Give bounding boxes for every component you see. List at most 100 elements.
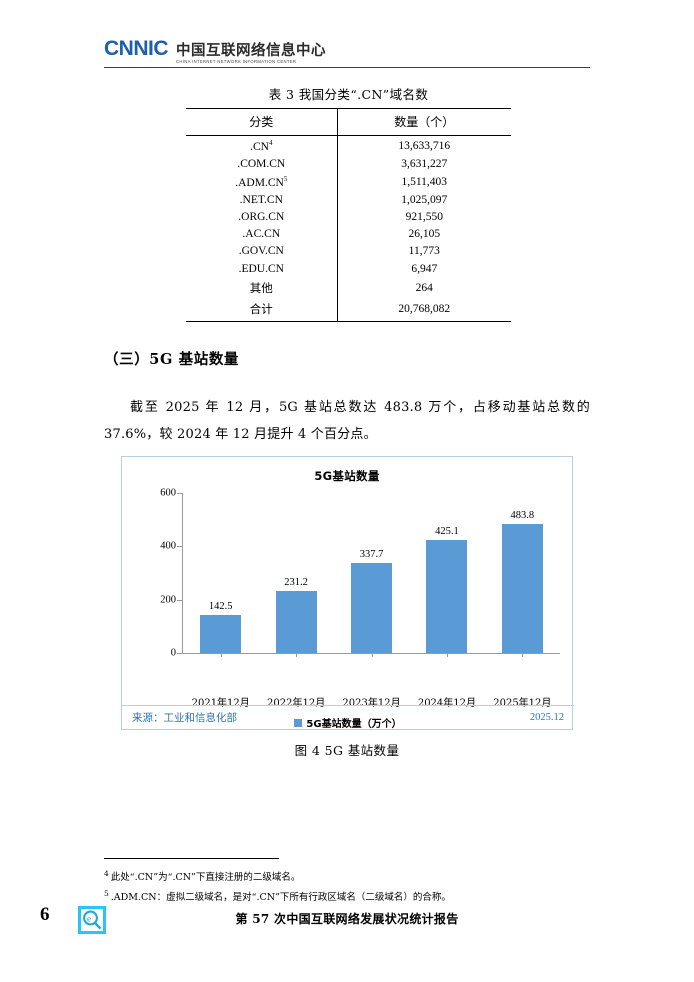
cell-category: .AC.CN [186, 225, 338, 243]
cell-count: 1,025,097 [401, 193, 448, 206]
y-axis-line [182, 493, 183, 653]
bar-item: 337.7 [334, 493, 409, 657]
x-tick-mark [296, 653, 298, 657]
cn-domain-table: 分类 数量（个） .CN4 13,633,716 .COM.CN 3,631,2… [186, 108, 511, 322]
bar-rect [426, 539, 468, 653]
cell-count: 6,947 [411, 262, 438, 275]
x-tick-label: 2024年12月 [417, 698, 477, 709]
x-axis: 2021年12月 2022年12月 2023年12月 2024年12月 2025… [183, 694, 560, 709]
footnote-marker: 4 [104, 869, 109, 878]
y-tick-label: 400 [160, 540, 176, 552]
y-tick-mark [177, 599, 182, 601]
footnote-marker: 5 [104, 889, 109, 899]
body-paragraph: 截至 2025 年 12 月，5G 基站总数达 483.8 万个，占移动基站总数… [104, 400, 590, 442]
magnifier-e-icon: e [83, 910, 102, 930]
cell-category: .COM.CN [186, 155, 338, 173]
cnnic-name-en: CHINA INTERNET NETWORK INFORMATION CENTE… [176, 58, 297, 64]
figure-caption: 图 4 5G 基站数量 [294, 743, 400, 758]
bar-item: 231.2 [258, 493, 333, 657]
x-tick-label: 2022年12月 [267, 698, 326, 709]
y-tick-mark [177, 546, 182, 548]
bar-value-label: 142.5 [208, 601, 233, 612]
cell-category: 其他 [186, 277, 338, 299]
cnnic-logo: CNNIC 中国互联网络信息中心 CHINA INTERNET NETWORK … [104, 38, 326, 64]
footnote-text: .ADM.CN：虚拟二级域名，是对“.CN”下所有行政区域名（二级域名）的合称。 [110, 892, 451, 904]
table-row: .COM.CN 3,631,227 [186, 155, 511, 173]
chart-plot-area: 600 400 200 0 142.5 231.2 337.7 [122, 488, 574, 730]
table-row: .NET.CN 1,025,097 [186, 191, 511, 209]
legend-swatch-icon [294, 718, 303, 727]
cell-category: .EDU.CN [186, 259, 338, 278]
bar-rect [351, 562, 393, 653]
bar-rect [275, 591, 317, 653]
x-tick-label: 2025年12月 [493, 698, 552, 709]
legend-label: 5G基站数量（万个） [306, 719, 402, 730]
section-heading: （三）5G 基站数量 [104, 351, 240, 368]
cell-count: 11,773 [408, 245, 440, 258]
footnote-ref: 4 [268, 138, 273, 147]
cnnic-name-cn: 中国互联网络信息中心 [176, 41, 326, 59]
table-row: .AC.CN 26,105 [186, 225, 511, 243]
cell-count: 26,105 [408, 228, 441, 241]
table-body: .CN4 13,633,716 .COM.CN 3,631,227 .ADM.C… [186, 135, 511, 322]
bar-value-label: 337.7 [359, 548, 384, 560]
cnnic-footer-logo-icon: e [78, 906, 106, 934]
y-tick-mark [177, 493, 182, 494]
bar-value-label: 425.1 [435, 525, 459, 537]
x-axis-line [182, 653, 560, 654]
cell-count: 20,768,082 [337, 298, 511, 322]
cell-count: 1,511,403 [401, 175, 448, 188]
cell-count: 13,633,716 [398, 139, 451, 152]
footnote-item: 5 .ADM.CN：虚拟二级域名，是对“.CN”下所有行政区域名（二级域名）的合称… [104, 886, 590, 906]
footnote-separator [104, 858, 279, 859]
y-tick-label: 600 [160, 487, 176, 499]
cnnic-name-block: 中国互联网络信息中心 CHINA INTERNET NETWORK INFORM… [176, 41, 326, 64]
bar-rect [200, 615, 242, 653]
bar-series: 142.5 231.2 337.7 425.1 483.8 [183, 493, 560, 657]
domain-table-block: 表 3 我国分类“.CN”域名数 分类 数量（个） .CN4 13,633,71… [186, 84, 511, 322]
chart-source-bar: 来源：工业和信息化部 2025.12 [122, 705, 574, 729]
bar-item: 142.5 [183, 493, 258, 657]
table-header-row: 分类 数量（个） [186, 108, 511, 136]
table-row: .EDU.CN 6,947 [186, 259, 511, 278]
cell-count: 921,550 [405, 211, 443, 223]
footer-report-title: 第 57 次中国互联网络发展状况统计报告 [235, 912, 459, 926]
x-tick-label: 2023年12月 [342, 698, 401, 709]
cell-category: .NET.CN [186, 191, 338, 209]
column-header-category: 分类 [186, 108, 338, 136]
bar-item: 483.8 [485, 493, 560, 657]
y-axis: 600 400 200 0 [136, 488, 176, 659]
chart-legend: 5G基站数量（万个） [122, 715, 574, 730]
cell-category: 合计 [186, 298, 338, 322]
category-text: .ADM.CN [235, 176, 284, 189]
category-text: .CN [250, 140, 269, 153]
footer-logo-glyph: e [81, 909, 103, 931]
table-row: .CN4 13,633,716 [186, 135, 511, 156]
table-row: 其他 264 [186, 277, 511, 299]
bar-value-label: 483.8 [510, 510, 535, 521]
page-header: CNNIC 中国互联网络信息中心 CHINA INTERNET NETWORK … [104, 36, 590, 68]
column-header-count: 数量（个） [337, 108, 511, 136]
svg-text:e: e [87, 913, 91, 923]
bar-rect [501, 524, 543, 653]
cnnic-wordmark: CNNIC [104, 36, 169, 60]
footnote-text: 此处“.CN”为“.CN”下直接注册的二级域名。 [110, 872, 301, 884]
table-row: .ADM.CN5 1,511,403 [186, 172, 511, 192]
x-tick-mark [220, 653, 222, 657]
table-row-total: 合计 20,768,082 [186, 298, 511, 322]
cell-category: .ADM.CN5 [186, 172, 338, 192]
table-title: 表 3 我国分类“.CN”域名数 [268, 87, 429, 102]
table-row: .GOV.CN 11,773 [186, 242, 511, 260]
y-tick-label: 0 [170, 647, 176, 659]
footnote-ref: 5 [283, 174, 288, 183]
chart-title: 5G基站数量 [314, 469, 380, 483]
footnote-item: 4 此处“.CN”为“.CN”下直接注册的二级域名。 [104, 866, 590, 886]
x-tick-mark [446, 653, 448, 657]
cell-count: 264 [415, 281, 433, 294]
x-tick-mark [522, 653, 524, 657]
footnote-list: 4 此处“.CN”为“.CN”下直接注册的二级域名。 5 .ADM.CN：虚拟二级域… [104, 866, 590, 906]
table-row: .ORG.CN 921,550 [186, 208, 511, 226]
cell-category: .ORG.CN [186, 208, 338, 226]
page-number: 6 [40, 904, 50, 925]
cell-count: 3,631,227 [401, 157, 448, 170]
